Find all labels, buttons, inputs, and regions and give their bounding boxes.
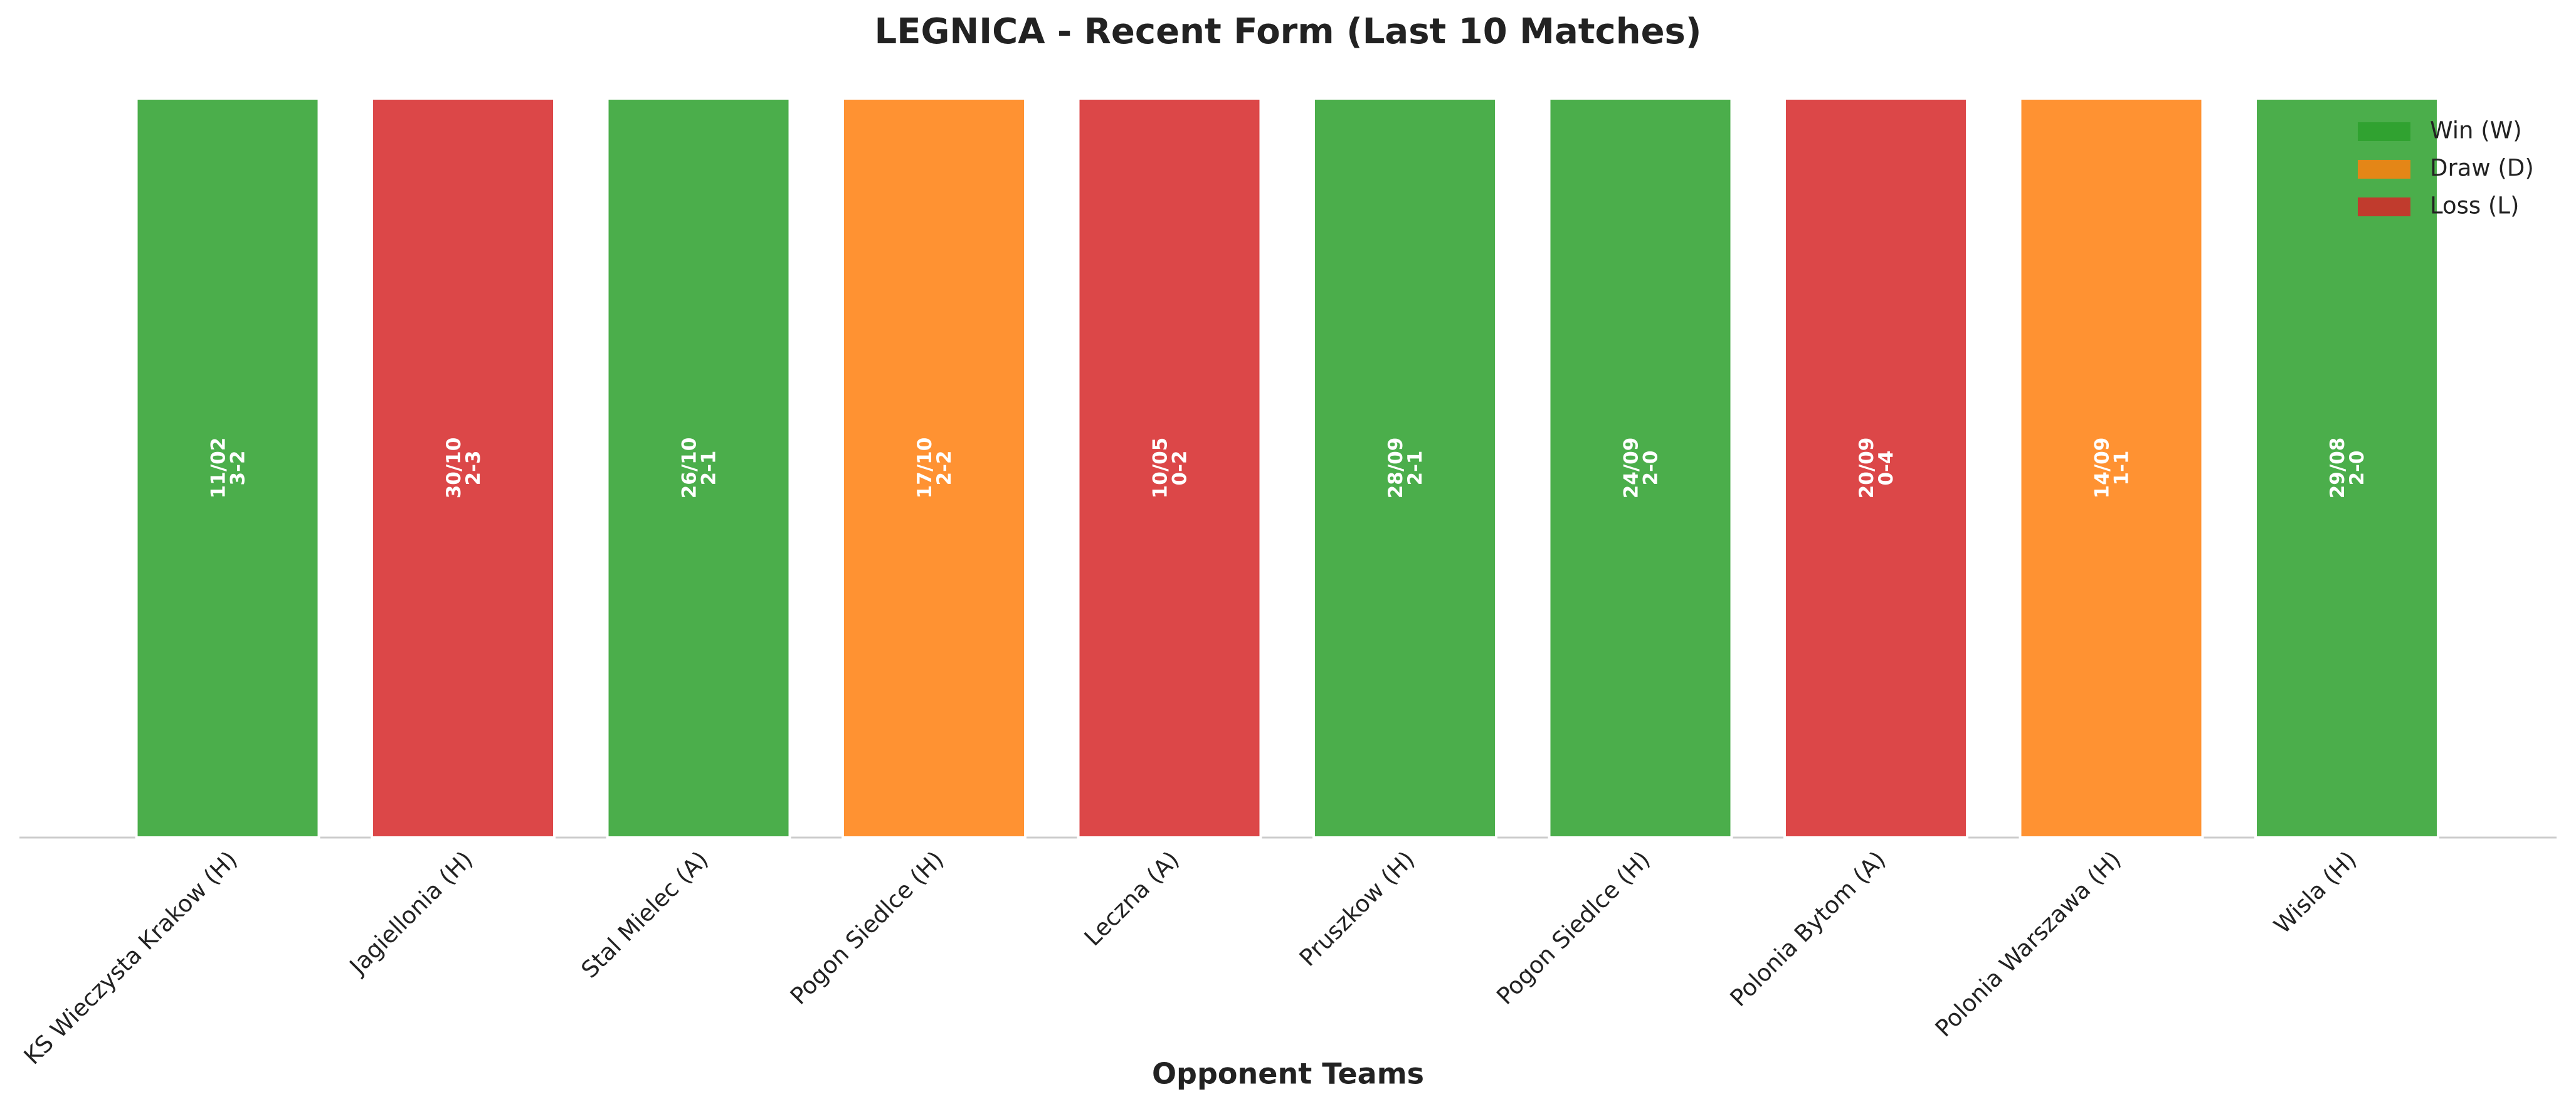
bar-label-score: 0-4 <box>1875 450 1898 485</box>
bar <box>842 97 1027 839</box>
legend-label: Win (W) <box>2430 117 2522 144</box>
x-tick-label: Pogon Siedlce (H) <box>1491 846 1655 1010</box>
bar-label: 11/023-2 <box>207 438 249 499</box>
bar-label: 24/092-0 <box>1620 438 1662 499</box>
x-tick-label: Pruszkow (H) <box>1294 846 1420 971</box>
legend-swatch <box>2358 197 2410 216</box>
bar <box>371 97 556 839</box>
bar-label-score: 2-2 <box>933 450 956 485</box>
legend-swatch <box>2358 160 2410 179</box>
legend-swatch <box>2358 122 2410 141</box>
bar-label-score: 0-2 <box>1168 450 1191 485</box>
bar-label: 20/090-4 <box>1855 438 1898 499</box>
bar-label-score: 1-1 <box>2110 450 2133 485</box>
x-tick-label: KS Wieczysta Krakow (H) <box>19 846 243 1070</box>
bar <box>2019 97 2204 839</box>
bar <box>606 97 791 839</box>
bar-label: 30/102-3 <box>443 438 485 499</box>
bar-label-date: 26/10 <box>678 438 700 499</box>
x-tick-label: Pogon Siedlce (H) <box>785 846 949 1010</box>
bar-label-score: 2-0 <box>2346 450 2368 485</box>
x-axis-title: Opponent Teams <box>1152 1057 1424 1091</box>
bar <box>1312 97 1497 839</box>
x-tick-label: Jagiellonia (H) <box>344 846 478 980</box>
x-tick-label: Polonia Warszawa (H) <box>1930 846 2126 1042</box>
bar-label-score: 3-2 <box>226 450 249 485</box>
bar-label-date: 14/09 <box>2091 438 2113 499</box>
x-tick-label: Polonia Bytom (A) <box>1725 846 1891 1012</box>
bar-label: 10/050-2 <box>1149 438 1191 499</box>
bar <box>135 97 320 839</box>
bar-label-date: 20/09 <box>1855 438 1878 499</box>
legend-label: Loss (L) <box>2430 192 2519 219</box>
chart-title: LEGNICA - Recent Form (Last 10 Matches) <box>875 11 1702 52</box>
bar-label: 28/092-1 <box>1385 438 1427 499</box>
bar-label: 26/102-1 <box>678 438 720 499</box>
bar <box>1077 97 1262 839</box>
bar <box>1548 97 1733 839</box>
bar-label: 29/082-0 <box>2326 438 2368 499</box>
bar-label-date: 29/08 <box>2326 438 2349 499</box>
bar-label-date: 10/05 <box>1149 438 1171 499</box>
x-tick-label: Leczna (A) <box>1079 846 1185 951</box>
bar-label-date: 24/09 <box>1620 438 1642 499</box>
bar-label-score: 2-0 <box>1639 450 1662 485</box>
bar-label-score: 2-3 <box>462 450 485 485</box>
bar-label-date: 11/02 <box>207 438 230 499</box>
bar <box>1783 97 1968 839</box>
bar-label-date: 28/09 <box>1385 438 1407 499</box>
bar-label-date: 30/10 <box>443 438 465 499</box>
bar-label: 17/102-2 <box>914 438 956 499</box>
bar-label-date: 17/10 <box>914 438 936 499</box>
x-tick-label: Wisla (H) <box>2269 846 2362 938</box>
x-tick-label: Stal Mielec (A) <box>576 846 714 983</box>
bar-label-score: 2-1 <box>1404 450 1427 485</box>
bar <box>2254 97 2439 839</box>
legend-label: Draw (D) <box>2430 155 2534 182</box>
bar-label-score: 2-1 <box>697 450 720 485</box>
bar-label: 14/091-1 <box>2091 438 2133 499</box>
